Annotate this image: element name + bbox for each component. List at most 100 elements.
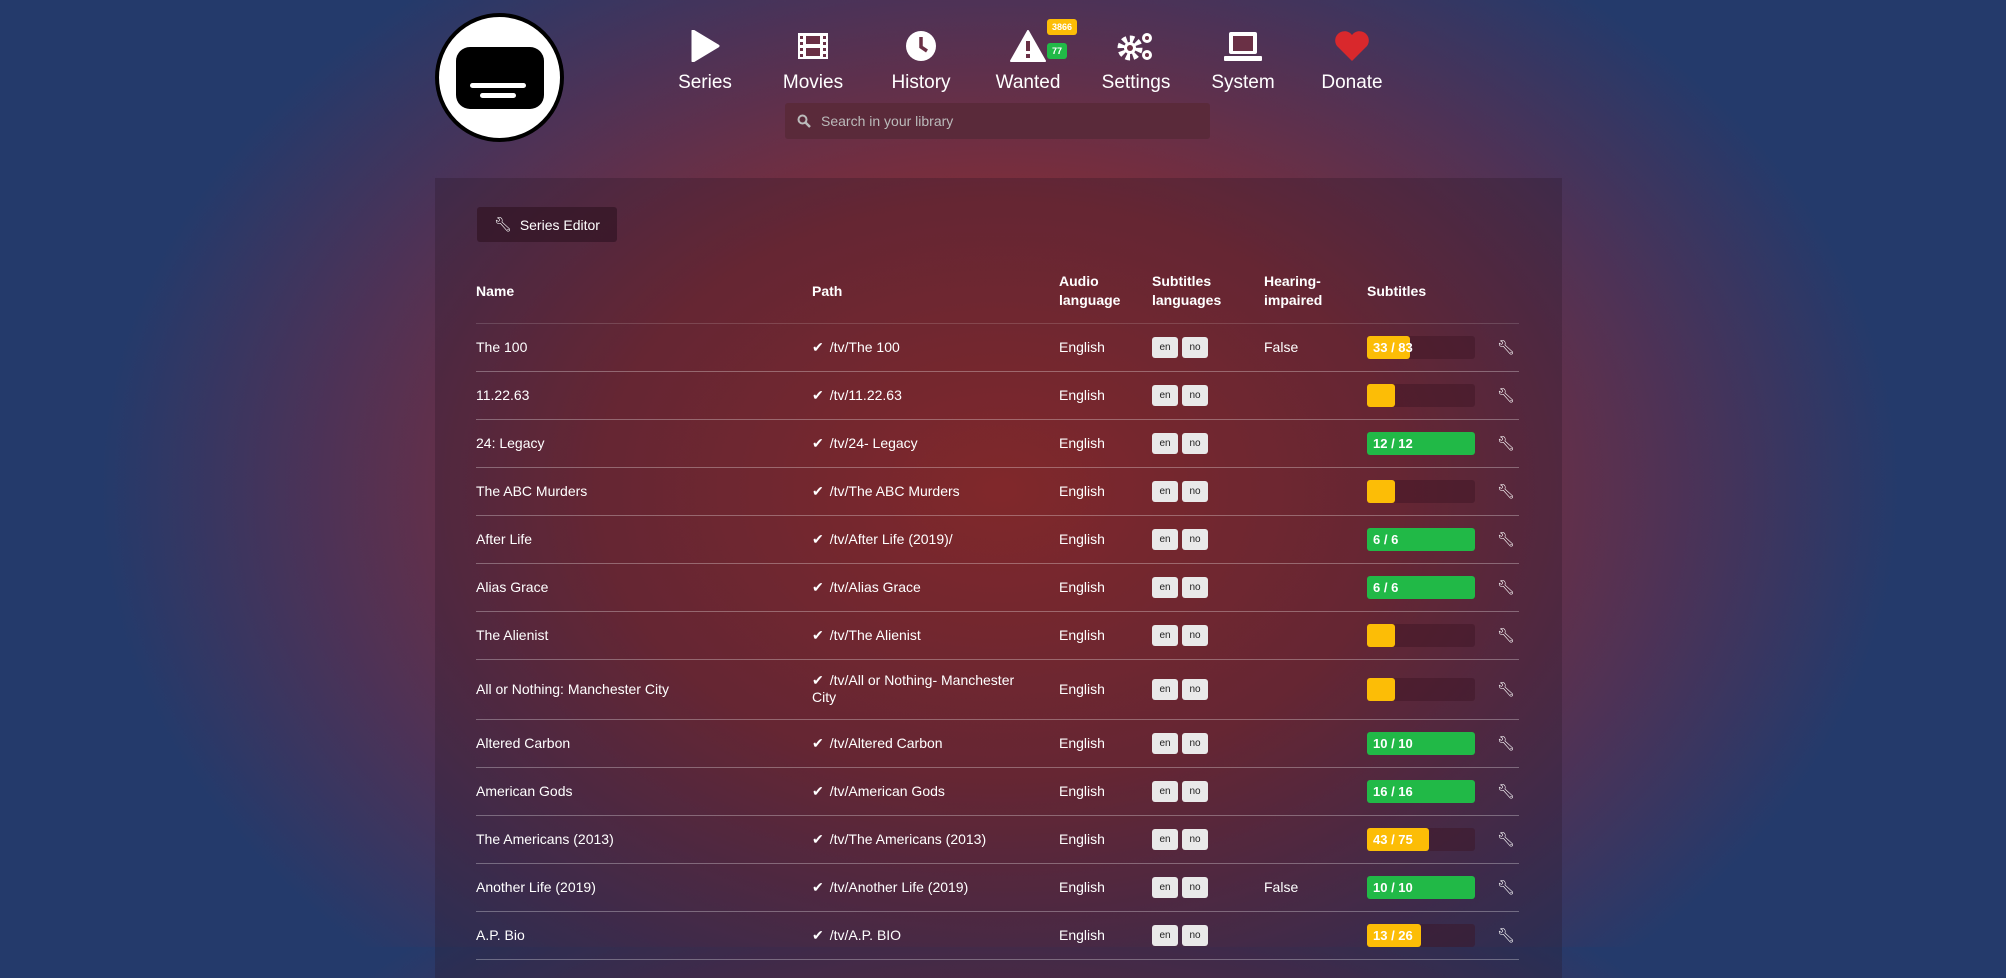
progress-label (1367, 623, 1395, 647)
series-name[interactable]: 24: Legacy (476, 419, 812, 468)
lang-chip: no (1182, 576, 1208, 598)
series-editor-button[interactable]: 🔧︎ Series Editor (477, 207, 617, 242)
edit-series-wrench-icon[interactable]: 🔧︎ (1497, 659, 1519, 720)
subtitle-languages: en no (1152, 563, 1264, 612)
check-icon: ✔ (812, 626, 824, 643)
series-name[interactable]: American Gods (476, 767, 812, 816)
table-row: All or Nothing: Manchester City ✔/tv/All… (476, 659, 1519, 720)
nav-settings[interactable]: Settings (1081, 26, 1191, 94)
series-path: ✔/tv/The Alienist (812, 611, 1059, 660)
series-name[interactable]: The Americans (2013) (476, 815, 812, 864)
audio-language: English (1059, 419, 1152, 468)
table-row: Altered Carbon ✔/tv/Altered Carbon Engli… (476, 719, 1519, 768)
hearing-impaired (1264, 419, 1367, 468)
nav-history[interactable]: History (866, 26, 976, 94)
lang-chip: en (1152, 678, 1178, 700)
nav-donate[interactable]: Donate (1297, 26, 1407, 94)
series-name[interactable]: The ABC Murders (476, 467, 812, 516)
nav-movies[interactable]: Movies (758, 26, 868, 94)
col-name[interactable]: Name (476, 260, 812, 324)
edit-series-wrench-icon[interactable]: 🔧︎ (1497, 371, 1519, 420)
progress-label (1367, 677, 1395, 701)
series-name[interactable]: Altered Carbon (476, 719, 812, 768)
lang-chip: no (1182, 528, 1208, 550)
hearing-impaired (1264, 611, 1367, 660)
heart-icon (1297, 26, 1407, 66)
audio-language: English (1059, 815, 1152, 864)
nav-system[interactable]: System (1188, 26, 1298, 94)
nav-wanted[interactable]: Wanted 3866 77 (973, 19, 1083, 94)
lang-chip: no (1182, 876, 1208, 898)
app-logo[interactable] (435, 13, 564, 142)
series-name[interactable]: The Alienist (476, 611, 812, 660)
check-icon: ✔ (812, 830, 824, 847)
series-name[interactable]: 11.22.63 (476, 371, 812, 420)
series-path: ✔/tv/The 100 (812, 323, 1059, 372)
lang-chip: no (1182, 384, 1208, 406)
edit-series-wrench-icon[interactable]: 🔧︎ (1497, 863, 1519, 912)
lang-chip: en (1152, 732, 1178, 754)
progress-label (1367, 479, 1395, 503)
lang-chip: no (1182, 732, 1208, 754)
col-hearing-impaired[interactable]: Hearing-impaired (1264, 260, 1367, 324)
nav-label: Series (678, 72, 732, 93)
progress-label: 33 / 83 (1367, 335, 1413, 359)
series-name[interactable]: A.P. Bio (476, 911, 812, 960)
check-icon: ✔ (812, 878, 824, 895)
series-name[interactable]: Another Life (2019) (476, 863, 812, 912)
series-name[interactable]: Alias Grace (476, 563, 812, 612)
nav-series[interactable]: Series (650, 26, 760, 94)
col-path[interactable]: Path (812, 260, 1059, 324)
table-row: The Americans (2013) ✔/tv/The Americans … (476, 815, 1519, 864)
edit-series-wrench-icon[interactable]: 🔧︎ (1497, 515, 1519, 564)
edit-series-wrench-icon[interactable]: 🔧︎ (1497, 611, 1519, 660)
lang-chip: no (1182, 924, 1208, 946)
lang-chip: en (1152, 432, 1178, 454)
edit-series-wrench-icon[interactable]: 🔧︎ (1497, 323, 1519, 372)
lang-chip: en (1152, 480, 1178, 502)
edit-series-wrench-icon[interactable]: 🔧︎ (1497, 815, 1519, 864)
subtitles-progress (1367, 677, 1475, 701)
edit-series-wrench-icon[interactable]: 🔧︎ (1497, 467, 1519, 516)
edit-series-wrench-icon[interactable]: 🔧︎ (1497, 767, 1519, 816)
series-name[interactable]: The 100 (476, 323, 812, 372)
search-input[interactable] (821, 113, 1201, 129)
series-editor-label: Series Editor (519, 216, 600, 233)
lang-chip: no (1182, 432, 1208, 454)
lang-chip: no (1182, 624, 1208, 646)
film-icon (758, 26, 868, 66)
edit-series-wrench-icon[interactable]: 🔧︎ (1497, 911, 1519, 960)
subtitles-progress: 12 / 12 (1367, 431, 1475, 455)
table-row: 11.22.63 ✔/tv/11.22.63 English en no 🔧︎ (476, 371, 1519, 420)
subtitles-progress: 33 / 83 (1367, 335, 1475, 359)
subtitle-languages: en no (1152, 911, 1264, 960)
laptop-icon (1188, 26, 1298, 66)
subtitle-languages: en no (1152, 419, 1264, 468)
audio-language: English (1059, 515, 1152, 564)
col-subtitles[interactable]: Subtitles (1367, 260, 1497, 324)
series-path: ✔/tv/11.22.63 (812, 371, 1059, 420)
edit-series-wrench-icon[interactable]: 🔧︎ (1497, 719, 1519, 768)
subtitle-languages: en no (1152, 767, 1264, 816)
check-icon: ✔ (812, 734, 824, 751)
search-icon (797, 114, 811, 128)
lang-chip: no (1182, 480, 1208, 502)
col-audio[interactable]: Audio language (1059, 260, 1152, 324)
table-row: The 100 ✔/tv/The 100 English en no False … (476, 323, 1519, 372)
audio-language: English (1059, 767, 1152, 816)
edit-series-wrench-icon[interactable]: 🔧︎ (1497, 563, 1519, 612)
hearing-impaired (1264, 911, 1367, 960)
series-path: ✔/tv/24- Legacy (812, 419, 1059, 468)
play-icon (650, 26, 760, 66)
subtitle-languages: en no (1152, 611, 1264, 660)
clock-icon (866, 26, 976, 66)
search-box[interactable] (785, 103, 1210, 139)
edit-series-wrench-icon[interactable]: 🔧︎ (1497, 419, 1519, 468)
series-name[interactable]: After Life (476, 515, 812, 564)
lang-chip: en (1152, 576, 1178, 598)
lang-chip: en (1152, 924, 1178, 946)
subtitle-languages: en no (1152, 323, 1264, 372)
series-panel: 🔧︎ Series Editor Name Path Audio languag… (435, 178, 1562, 978)
series-name[interactable]: All or Nothing: Manchester City (476, 659, 812, 720)
col-subs-langs[interactable]: Subtitles languages (1152, 260, 1264, 324)
